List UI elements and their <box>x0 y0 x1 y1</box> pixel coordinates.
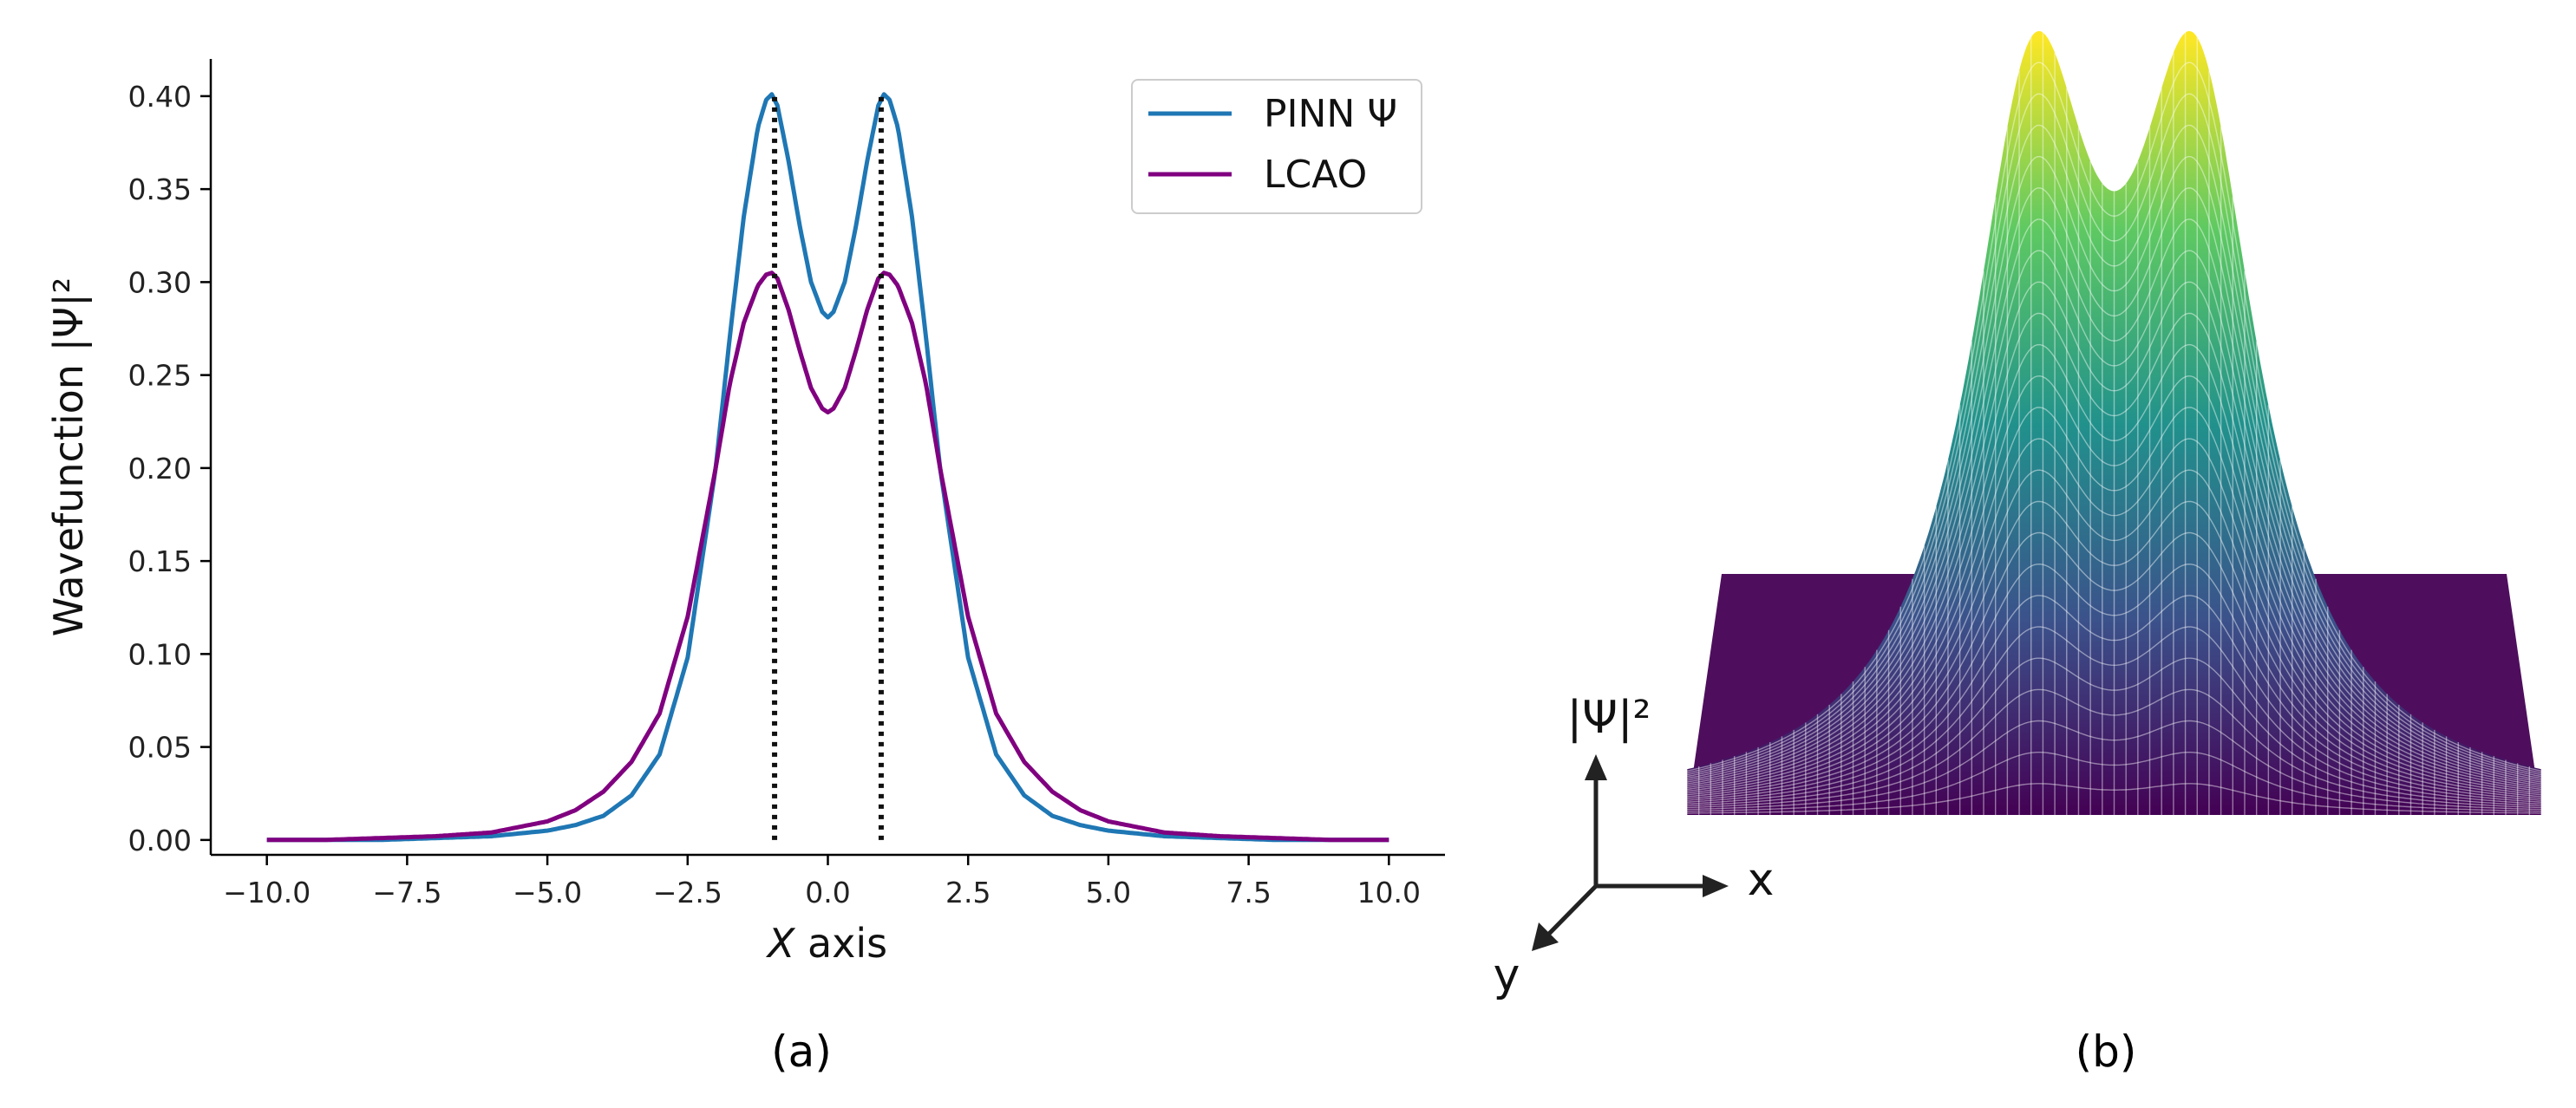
y-tick-label: 0.10 <box>128 637 192 671</box>
mesh-line-horizontal <box>1686 250 2542 783</box>
surface-fill <box>1687 30 2541 816</box>
x-tick-label: −2.5 <box>653 876 722 909</box>
mesh-line-horizontal <box>1686 688 2542 809</box>
mesh-line-horizontal <box>1687 783 2541 814</box>
x-tick-label: 5.0 <box>1086 876 1131 909</box>
mesh-line-horizontal <box>1686 375 2542 791</box>
mesh-line-horizontal <box>1686 155 2542 778</box>
triad-y-arrow <box>1545 884 1598 938</box>
y-tick-label: 0.20 <box>128 452 192 486</box>
y-tick-label: 0.40 <box>128 80 192 114</box>
mesh-line-horizontal <box>1686 187 2542 779</box>
mesh-line-horizontal <box>1686 438 2542 794</box>
x-tick-label: 10.0 <box>1357 876 1421 909</box>
legend-label-lcao: LCAO <box>1264 153 1367 197</box>
x-tick-label: 0.0 <box>805 876 850 909</box>
mesh-line-horizontal <box>1686 500 2542 798</box>
line-chart-panel: −10.0 −7.5 −5.0 −2.5 0.0 2.5 5.0 7.5 10.0 0.000.… <box>45 59 1445 1077</box>
triad-y-label: y <box>1494 949 1520 1001</box>
series-line-0 <box>266 92 1389 843</box>
peak-marker-layer <box>772 94 884 840</box>
y-tick-label: 0.35 <box>128 173 192 206</box>
mesh-line-horizontal <box>1686 531 2542 799</box>
mesh-line-horizontal <box>1686 218 2542 781</box>
x-axis-label: X axis <box>766 920 887 967</box>
y-tick-label: 0.30 <box>128 265 192 299</box>
mesh-line-horizontal <box>1686 563 2542 801</box>
triad-y-arrowhead <box>1532 922 1559 951</box>
legend: PINN Ψ LCAO <box>1131 79 1422 214</box>
mesh-line-horizontal <box>1686 343 2542 788</box>
x-axis-label-rest: axis <box>794 920 887 967</box>
y-axis-label: Wavefunction |Ψ|² <box>45 277 93 636</box>
mesh-line-horizontal <box>1686 626 2542 805</box>
mesh-line-horizontal <box>1686 752 2542 812</box>
mesh-line-horizontal <box>1686 595 2542 803</box>
y-tick-label: 0.15 <box>128 544 192 578</box>
surface-mesh <box>1686 32 2542 815</box>
mesh-line-horizontal <box>1686 407 2542 792</box>
x-tick-label: 7.5 <box>1226 876 1271 909</box>
triad-x-arrowhead <box>1703 875 1729 897</box>
x-axis-variable: X <box>766 920 796 967</box>
series-line-1 <box>266 270 1389 843</box>
mesh-line-horizontal <box>1686 657 2542 807</box>
mesh-line-horizontal <box>1686 720 2542 811</box>
x-tick-layer: −10.0 −7.5 −5.0 −2.5 0.0 2.5 5.0 7.5 10.0 <box>223 855 1421 909</box>
series-layer <box>266 92 1389 843</box>
y-tick-label: 0.00 <box>128 824 192 857</box>
surface-plot-panel: |Ψ|² x y (b) <box>1494 30 2542 1077</box>
legend-label-pinn: PINN Ψ <box>1264 92 1397 136</box>
y-tick-label: 0.25 <box>128 359 192 393</box>
surface-body <box>1687 30 2541 816</box>
triad-x-label: x <box>1748 854 1775 906</box>
x-tick-label: 2.5 <box>945 876 991 909</box>
mesh-line-horizontal <box>1686 281 2542 785</box>
mesh-line-horizontal <box>1686 93 2542 774</box>
mesh-line-horizontal <box>1686 312 2542 786</box>
mesh-line-horizontal <box>1686 62 2542 772</box>
panel-label-b: (b) <box>2076 1027 2137 1077</box>
mesh-line-horizontal <box>1686 469 2542 796</box>
panel-label-a: (a) <box>771 1027 832 1077</box>
x-tick-label: −10.0 <box>223 876 311 909</box>
triad-z-arrowhead <box>1585 754 1607 780</box>
y-tick-layer: 0.00 0.05 0.10 0.15 0.20 0.25 0.30 0.35 0.40 <box>128 80 211 857</box>
axes-triad: |Ψ|² x y <box>1494 692 1775 1001</box>
x-tick-label: −5.0 <box>513 876 582 909</box>
mesh-line-horizontal <box>1686 124 2542 776</box>
x-tick-label: −7.5 <box>372 876 441 909</box>
y-tick-label: 0.05 <box>128 731 192 765</box>
triad-z-label: |Ψ|² <box>1567 692 1651 744</box>
